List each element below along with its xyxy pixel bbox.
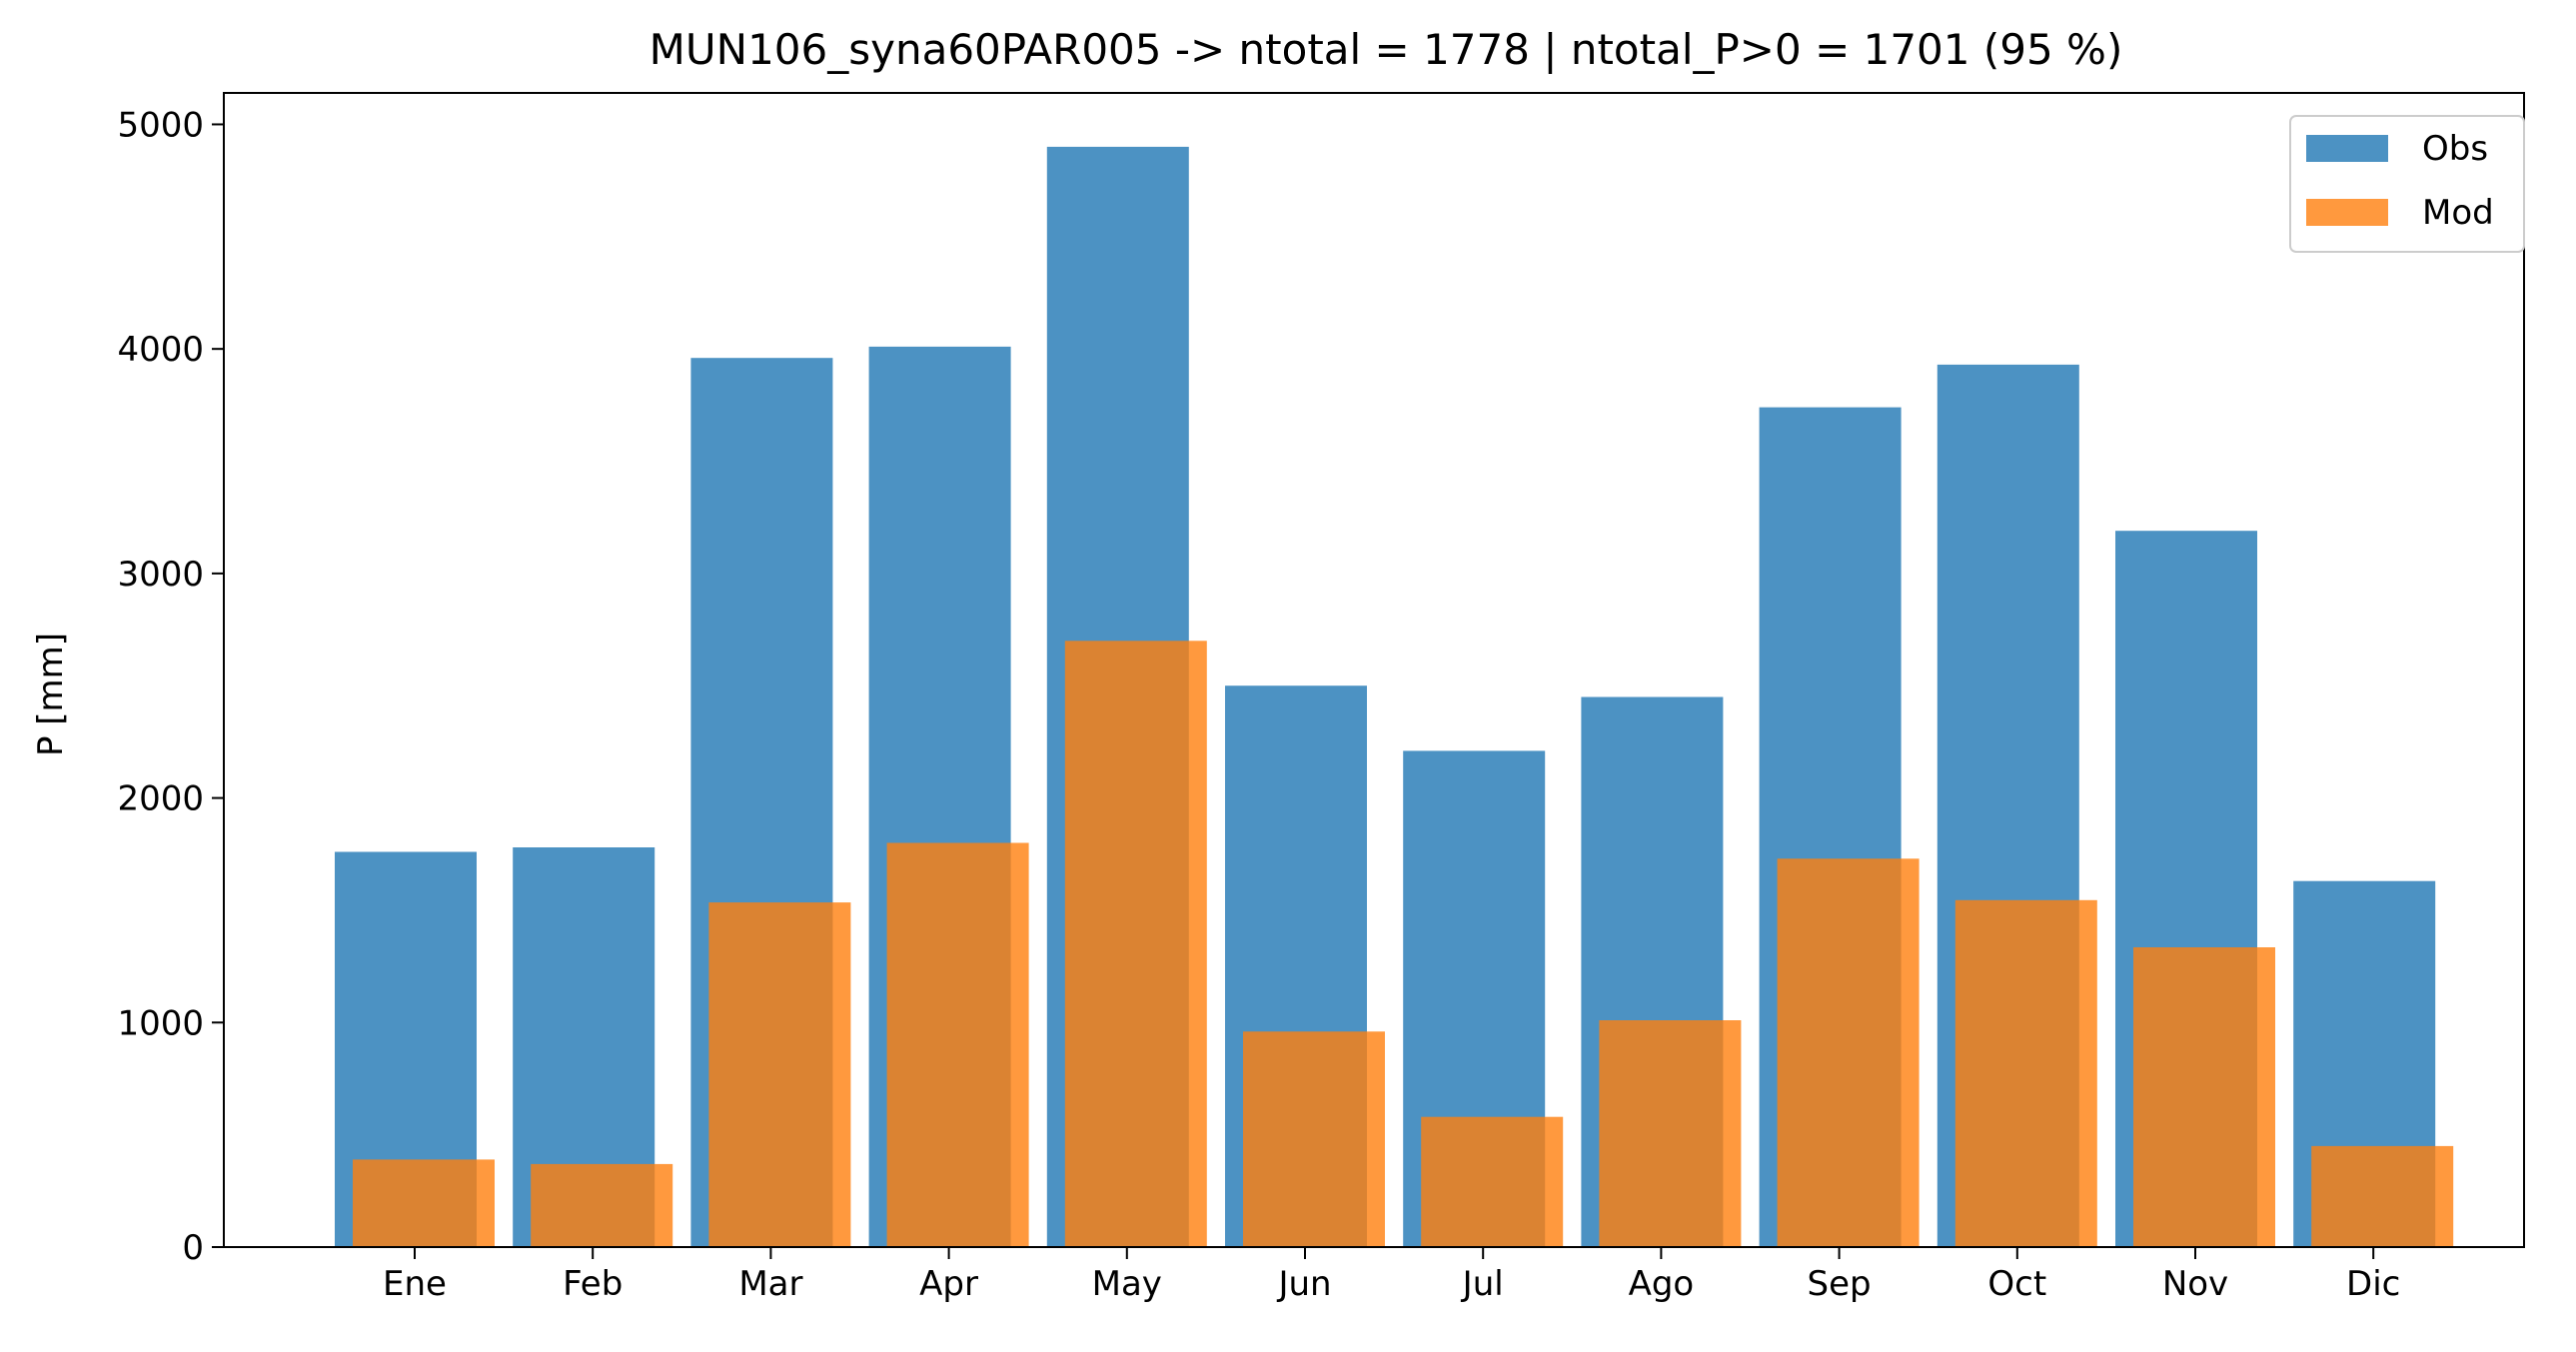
x-tick-label-dic: Dic: [2346, 1264, 2400, 1304]
x-tick-label-mar: Mar: [738, 1264, 802, 1304]
bar-mod-dic: [2311, 1145, 2454, 1247]
y-tick-label-3000: 3000: [117, 555, 204, 595]
x-tick-label-feb: Feb: [563, 1264, 623, 1304]
y-tick-label-1000: 1000: [117, 1003, 204, 1043]
x-tick-label-ene: Ene: [383, 1264, 447, 1304]
bar-mod-feb: [531, 1163, 673, 1247]
bar-mod-jul: [1421, 1116, 1564, 1247]
y-tick-label-2000: 2000: [117, 779, 204, 819]
x-tick-label-jul: Jul: [1461, 1264, 1504, 1304]
bar-mod-jun: [1243, 1031, 1385, 1247]
x-tick-label-jun: Jun: [1276, 1264, 1331, 1304]
bar-mod-ago: [1599, 1020, 1742, 1247]
bar-mod-ene: [353, 1159, 495, 1247]
legend-swatch-obs: [2306, 135, 2388, 162]
x-tick-label-apr: Apr: [919, 1264, 978, 1304]
bar-mod-apr: [886, 842, 1029, 1247]
legend-label-obs: Obs: [2422, 129, 2488, 169]
chart-title: MUN106_syna60PAR005 -> ntotal = 1778 | n…: [649, 25, 2123, 74]
plot-frame: [223, 92, 2525, 1248]
y-axis-label: P [mm]: [31, 633, 71, 756]
x-tick-label-may: May: [1092, 1264, 1162, 1304]
y-tick-label-0: 0: [182, 1228, 204, 1268]
x-tick-label-oct: Oct: [1987, 1264, 2046, 1304]
legend-label-mod: Mod: [2422, 193, 2494, 233]
bar-mod-oct: [1954, 899, 2097, 1247]
y-tick-label-5000: 5000: [117, 105, 204, 145]
x-tick-label-ago: Ago: [1629, 1264, 1695, 1304]
bar-mod-nov: [2133, 947, 2275, 1247]
axes-layer: 0 1000 2000 3000 4000 5000 Ene Feb Mar Apr May Jun J…: [117, 92, 2525, 1304]
bars-layer: [335, 146, 2454, 1248]
legend: Obs Mod: [2289, 115, 2525, 253]
bar-mod-may: [1064, 641, 1207, 1247]
y-tick-label-4000: 4000: [117, 330, 204, 370]
x-tick-label-nov: Nov: [2162, 1264, 2228, 1304]
legend-swatch-mod: [2306, 199, 2388, 226]
bar-mod-mar: [708, 902, 851, 1247]
bar-mod-sep: [1777, 858, 1920, 1247]
x-tick-label-sep: Sep: [1808, 1264, 1872, 1304]
